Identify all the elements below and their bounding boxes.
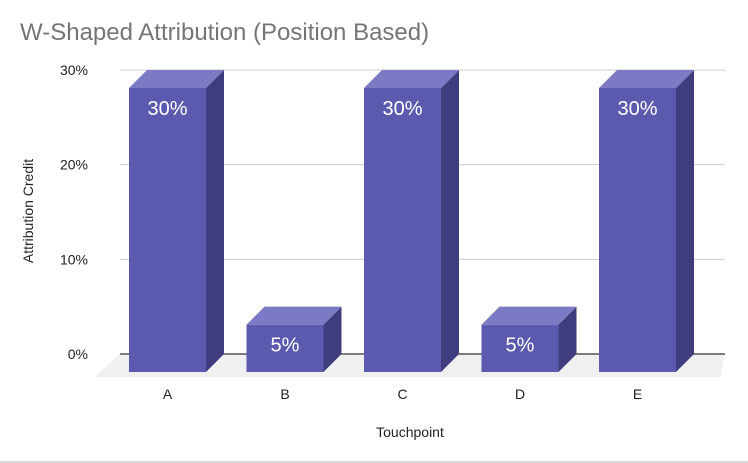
y-tick-label: 10% — [60, 251, 88, 267]
y-axis-title: Attribution Credit — [20, 159, 36, 263]
bar-top — [481, 306, 577, 325]
data-label: 30% — [617, 98, 657, 120]
chart-title: W-Shaped Attribution (Position Based) — [20, 19, 429, 46]
bar: 30% — [129, 70, 224, 372]
bar-top — [364, 70, 459, 88]
bar: 5% — [246, 306, 342, 372]
bar: 30% — [364, 70, 459, 372]
bottom-border — [0, 461, 748, 463]
y-tick-label: 30% — [60, 62, 88, 78]
data-label: 30% — [147, 98, 187, 120]
x-tick-label: D — [515, 386, 525, 402]
data-label: 30% — [382, 98, 422, 120]
bars: 30% 5% 30% 5% 30% — [129, 70, 694, 372]
bar-top — [129, 70, 224, 88]
bar-top — [246, 306, 342, 325]
x-axis-ticks: A B C D E — [163, 386, 642, 402]
bar: 5% — [481, 306, 577, 372]
x-tick-label: C — [397, 386, 407, 402]
x-tick-label: E — [633, 386, 642, 402]
bar: 30% — [599, 70, 694, 372]
bar-top — [599, 70, 694, 88]
data-label: 5% — [506, 335, 535, 357]
x-tick-label: B — [280, 386, 289, 402]
bar-front — [599, 88, 676, 372]
y-axis-ticks: 0% 10% 20% 30% — [60, 62, 88, 362]
bar-side — [323, 306, 342, 372]
bar-side — [558, 306, 577, 372]
y-tick-label: 0% — [68, 346, 88, 362]
bar-front — [246, 324, 324, 372]
y-tick-label: 20% — [60, 157, 88, 173]
bar-front — [364, 88, 441, 372]
bar-front — [481, 324, 559, 372]
x-tick-label: A — [163, 386, 173, 402]
bar-side — [206, 70, 224, 372]
bar-front — [129, 88, 206, 372]
x-axis-title: Touchpoint — [376, 424, 444, 440]
bar-side — [441, 70, 459, 372]
bar-side — [676, 70, 694, 372]
data-label: 5% — [271, 335, 300, 357]
